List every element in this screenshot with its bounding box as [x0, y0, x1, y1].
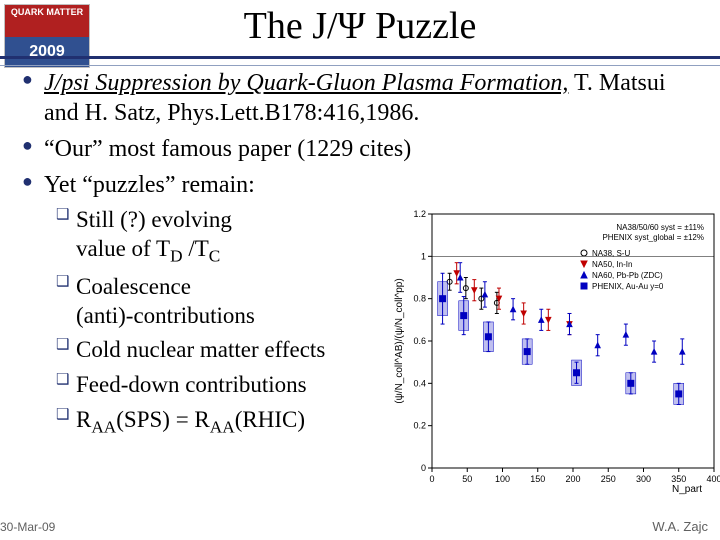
bullet-marker: ● [22, 134, 44, 164]
svg-text:200: 200 [565, 474, 580, 484]
svg-text:0: 0 [421, 463, 426, 473]
footer-author: W.A. Zajc [652, 519, 708, 534]
bullet-item: ●J/psi Suppression by Quark-Gluon Plasma… [22, 68, 702, 128]
slide-title: The J/Ψ Puzzle [0, 4, 720, 48]
title-rule [0, 56, 720, 66]
bullet-item: ●“Our” most famous paper (1229 cites) [22, 134, 702, 164]
bullet-text: J/psi Suppression by Quark-Gluon Plasma … [44, 68, 702, 128]
svg-text:(ψ/N_coll^AB)/(ψ/N_coll^pp): (ψ/N_coll^AB)/(ψ/N_coll^pp) [394, 278, 405, 403]
svg-text:NA60, Pb-Pb (ZDC): NA60, Pb-Pb (ZDC) [592, 271, 663, 280]
svg-text:0.8: 0.8 [413, 294, 426, 304]
svg-text:NA38/50/60 syst = ±11%: NA38/50/60 syst = ±11% [616, 223, 704, 232]
bullet-text: “Our” most famous paper (1229 cites) [44, 134, 702, 164]
raa-chart: 0 50 100 150 200 250 300 350 400 0 0.2 0.4 0.6 0.8 1 1.… [390, 206, 720, 496]
svg-text:NA50, In-In: NA50, In-In [592, 260, 632, 269]
svg-text:250: 250 [601, 474, 616, 484]
svg-text:350: 350 [671, 474, 686, 484]
svg-text:PHENIX syst_global = ±12%: PHENIX syst_global = ±12% [602, 233, 704, 242]
footer-date: 30-Mar-09 [0, 520, 55, 534]
svg-text:50: 50 [462, 474, 472, 484]
svg-text:400: 400 [706, 474, 720, 484]
svg-text:1: 1 [421, 251, 426, 261]
svg-text:NA38, S-U: NA38, S-U [592, 249, 630, 258]
svg-text:0.4: 0.4 [413, 378, 426, 388]
svg-text:0.2: 0.2 [413, 421, 426, 431]
svg-text:150: 150 [530, 474, 545, 484]
svg-text:0.6: 0.6 [413, 336, 426, 346]
bullet-item: ●Yet “puzzles” remain: [22, 170, 702, 200]
svg-text:300: 300 [636, 474, 651, 484]
svg-text:1.2: 1.2 [413, 209, 426, 219]
svg-text:100: 100 [495, 474, 510, 484]
sub-bullet-marker: ❑ [56, 336, 76, 365]
svg-text:PHENIX, Au-Au y=0: PHENIX, Au-Au y=0 [592, 282, 664, 291]
sub-bullet-marker: ❑ [56, 406, 76, 438]
svg-text:N_part: N_part [672, 484, 702, 495]
bullet-marker: ● [22, 170, 44, 200]
sub-bullet-marker: ❑ [56, 206, 76, 267]
bullet-marker: ● [22, 68, 44, 128]
sub-bullet-marker: ❑ [56, 273, 76, 331]
svg-text:0: 0 [429, 474, 434, 484]
sub-bullet-marker: ❑ [56, 371, 76, 400]
bullet-text: Yet “puzzles” remain: [44, 170, 702, 200]
